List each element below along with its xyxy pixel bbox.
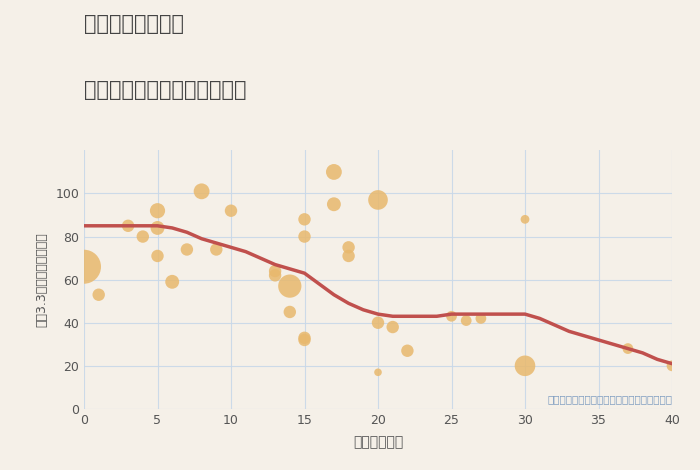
Point xyxy=(122,222,134,229)
Text: 円の大きさは、取引のあった物件面積を示す: 円の大きさは、取引のあった物件面積を示す xyxy=(547,395,672,405)
Point xyxy=(461,317,472,324)
Point xyxy=(328,168,339,176)
Text: 三重県伊賀市下郡: 三重県伊賀市下郡 xyxy=(84,14,184,34)
Point xyxy=(225,207,237,214)
Point xyxy=(284,282,295,290)
Point xyxy=(519,216,531,223)
Point xyxy=(78,263,90,271)
Point xyxy=(402,347,413,354)
Point xyxy=(299,336,310,344)
Point xyxy=(343,252,354,260)
Point xyxy=(211,246,222,253)
Point xyxy=(328,201,339,208)
Point xyxy=(622,345,634,352)
Point xyxy=(270,267,281,275)
Point xyxy=(343,243,354,251)
Point xyxy=(387,323,398,331)
Point xyxy=(152,224,163,232)
Point xyxy=(152,207,163,214)
Point xyxy=(284,308,295,316)
Point xyxy=(372,319,384,327)
Point xyxy=(167,278,178,286)
Point xyxy=(446,313,457,320)
Point xyxy=(372,196,384,204)
X-axis label: 築年数（年）: 築年数（年） xyxy=(353,435,403,449)
Point xyxy=(299,334,310,342)
Point xyxy=(475,315,486,322)
Point xyxy=(299,216,310,223)
Point xyxy=(181,246,193,253)
Point xyxy=(196,188,207,195)
Point xyxy=(299,233,310,240)
Point xyxy=(93,291,104,298)
Point xyxy=(137,233,148,240)
Point xyxy=(519,362,531,369)
Point xyxy=(666,362,678,369)
Point xyxy=(270,272,281,279)
Y-axis label: 坪（3.3㎡）単価（万円）: 坪（3.3㎡）単価（万円） xyxy=(35,232,48,327)
Text: 築年数別中古マンション価格: 築年数別中古マンション価格 xyxy=(84,80,246,100)
Point xyxy=(152,252,163,260)
Point xyxy=(372,368,384,376)
